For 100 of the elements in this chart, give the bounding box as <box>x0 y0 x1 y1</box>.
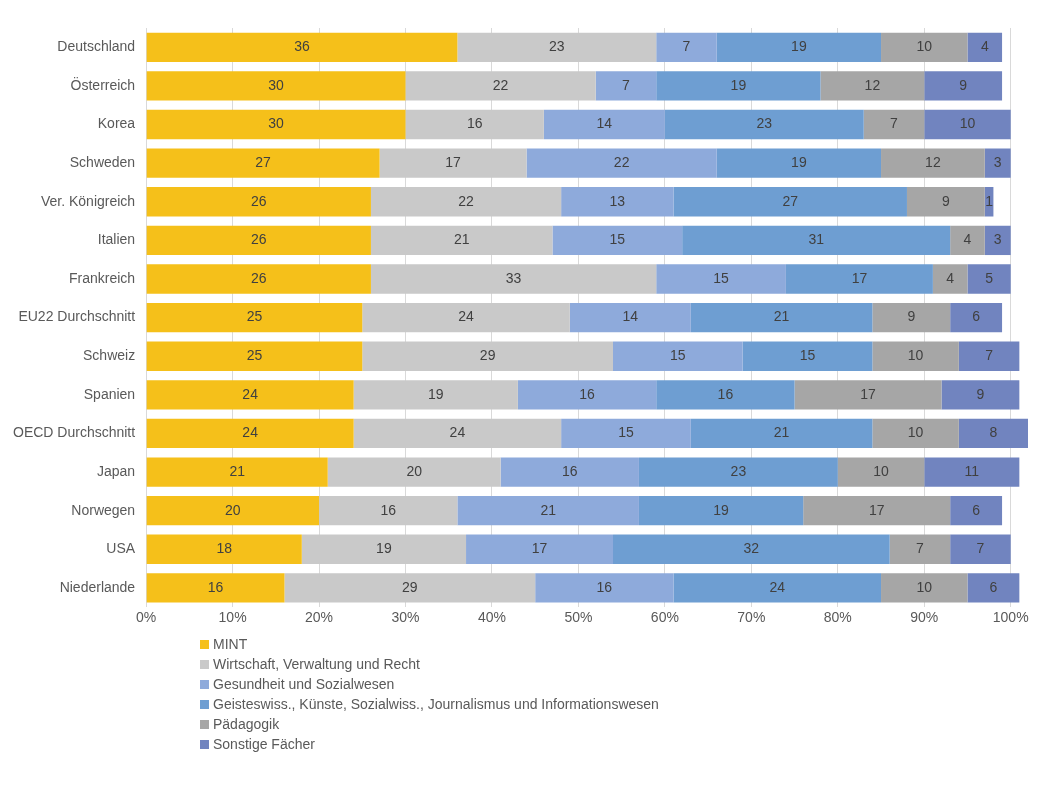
y-tick-label: Norwegen <box>71 501 136 518</box>
bar <box>595 71 657 101</box>
y-tick-label: USA <box>106 540 136 557</box>
data-label: 16 <box>579 385 596 402</box>
data-label: 24 <box>242 385 259 402</box>
data-label: 8 <box>989 424 998 441</box>
data-label: 7 <box>890 115 899 132</box>
data-label: 19 <box>791 38 807 55</box>
bar <box>967 264 1011 294</box>
bar <box>872 302 951 333</box>
data-label: 14 <box>622 308 639 325</box>
data-label: 29 <box>402 578 418 595</box>
data-label: 9 <box>959 76 968 93</box>
bar <box>950 495 1003 526</box>
data-label: 14 <box>596 115 613 132</box>
x-tick-label: 40% <box>477 609 506 626</box>
bar <box>146 573 285 603</box>
bar <box>146 534 302 564</box>
y-tick-label: Deutschland <box>57 38 136 55</box>
data-label: 10 <box>907 347 924 364</box>
data-label: 20 <box>406 462 423 479</box>
data-label: 7 <box>976 540 985 557</box>
bar <box>742 341 873 371</box>
data-label: 22 <box>613 154 630 171</box>
bar <box>716 148 882 178</box>
bar <box>967 573 1020 603</box>
y-tick-label: OECD Durchschnitt <box>12 424 136 441</box>
bar <box>353 380 518 410</box>
bar <box>146 187 371 217</box>
data-label: 24 <box>242 424 259 441</box>
data-label: 19 <box>791 154 807 171</box>
bar <box>673 187 907 217</box>
bar <box>146 32 458 62</box>
y-tick-label: Schweiz <box>83 347 136 364</box>
data-label: 23 <box>730 462 747 479</box>
data-label: 17 <box>445 154 462 171</box>
data-label: 7 <box>916 540 925 557</box>
data-label: 16 <box>596 578 613 595</box>
bar <box>146 71 406 101</box>
data-label: 25 <box>246 308 263 325</box>
bar <box>881 573 968 603</box>
data-label: 6 <box>972 308 981 325</box>
y-tick-label: Frankreich <box>69 269 136 286</box>
data-label: 4 <box>946 269 955 286</box>
bar <box>146 109 406 140</box>
x-tick-label: 90% <box>910 609 939 626</box>
bar <box>405 71 596 101</box>
bar <box>924 109 1011 140</box>
y-tick-label: Italien <box>97 231 136 248</box>
bar <box>353 418 562 449</box>
bar <box>872 341 959 371</box>
bar <box>561 187 674 217</box>
data-label: 24 <box>458 308 475 325</box>
bar <box>552 225 683 256</box>
bar <box>327 457 501 487</box>
y-tick-label: EU22 Durchschnitt <box>18 308 136 325</box>
bar <box>146 457 328 487</box>
data-label: 21 <box>773 308 790 325</box>
x-tick-label: 0% <box>136 609 157 626</box>
bar <box>370 187 562 217</box>
legend-label: Gesundheit und Sozialwesen <box>213 676 395 692</box>
y-tick-label: Ver. Königreich <box>40 192 136 209</box>
bar <box>958 418 1028 449</box>
bar <box>543 109 665 140</box>
data-label: 23 <box>549 38 565 55</box>
bar <box>517 380 657 410</box>
bar <box>716 32 882 62</box>
bar <box>872 418 959 449</box>
data-label: 6 <box>989 578 998 595</box>
bar <box>146 418 354 449</box>
bar <box>950 302 1003 333</box>
data-label: 25 <box>246 347 263 364</box>
data-label: 9 <box>941 192 950 209</box>
data-label: 12 <box>864 76 881 93</box>
bar <box>370 264 657 294</box>
data-label: 3 <box>993 154 1002 171</box>
bar <box>803 495 951 526</box>
bar <box>924 71 1003 101</box>
bar <box>881 32 968 62</box>
data-label: 21 <box>453 231 470 248</box>
data-label: 9 <box>907 308 916 325</box>
x-tick-label: 100% <box>992 609 1029 626</box>
data-label: 1 <box>985 192 994 209</box>
bar <box>984 225 1011 256</box>
bar <box>146 380 354 410</box>
bar <box>457 32 657 62</box>
data-label: 16 <box>561 462 578 479</box>
bar <box>664 109 864 140</box>
data-label: 15 <box>713 269 730 286</box>
bar <box>656 71 821 101</box>
bar <box>301 534 467 564</box>
data-label: 13 <box>609 192 626 209</box>
data-label: 19 <box>376 540 392 557</box>
bar <box>146 302 363 333</box>
y-tick-label: Japan <box>96 462 136 479</box>
legend-label: Geisteswiss., Künste, Sozialwiss., Journalismus und Informationswesen <box>213 696 659 712</box>
bar <box>967 32 1003 62</box>
x-tick-label: 80% <box>823 609 852 626</box>
data-label: 9 <box>976 385 985 402</box>
data-label: 10 <box>916 578 933 595</box>
